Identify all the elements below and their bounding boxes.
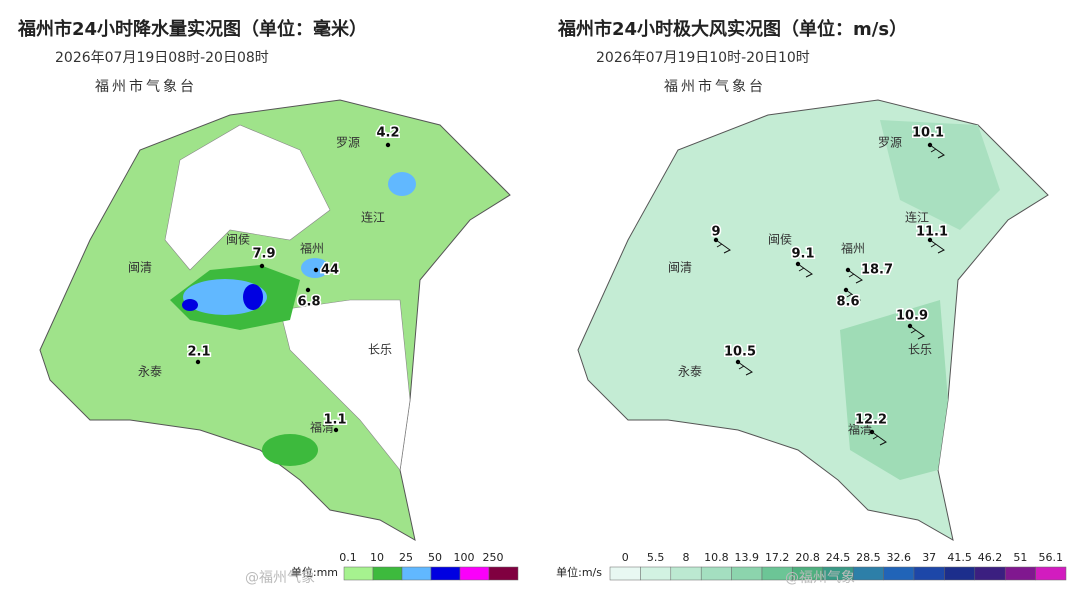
station-value: 6.8 bbox=[297, 295, 320, 310]
wind-barb bbox=[847, 269, 863, 284]
place-name: 长乐 bbox=[368, 343, 392, 357]
place-name: 永泰 bbox=[678, 365, 702, 379]
legend-swatch bbox=[488, 566, 519, 581]
legend-swatch bbox=[883, 566, 915, 581]
wind-barb bbox=[715, 239, 731, 254]
legend-tick: 10.8 bbox=[704, 551, 729, 564]
place-name: 闽侯 bbox=[768, 233, 792, 247]
legend-tick: 17.2 bbox=[765, 551, 790, 564]
place-name: 闽侯 bbox=[226, 233, 250, 247]
wind-barb bbox=[845, 289, 861, 304]
station-value: 2.1 bbox=[187, 345, 210, 360]
wind-barb bbox=[929, 144, 945, 159]
station-value: 9 bbox=[711, 225, 720, 240]
watermark: @福州气象 bbox=[245, 570, 315, 586]
legend-tick: 250 bbox=[483, 551, 504, 564]
station-dot bbox=[305, 287, 311, 293]
station-value: 10.9 bbox=[896, 309, 928, 324]
legend-tick: 32.6 bbox=[887, 551, 912, 564]
time-range: 2026年07月19日10时-20日10时 bbox=[596, 50, 810, 66]
map-title: 福州市24小时降水量实况图（单位：毫米） bbox=[17, 18, 367, 40]
legend-tick: 5.5 bbox=[647, 551, 665, 564]
wind-barb bbox=[737, 361, 753, 376]
legend-swatch bbox=[343, 566, 374, 581]
place-name: 连江 bbox=[905, 210, 929, 225]
map-title: 福州市24小时极大风实况图（单位：m/s） bbox=[557, 18, 907, 40]
legend-swatch bbox=[913, 566, 945, 581]
legend-swatch bbox=[1035, 566, 1067, 581]
legend-swatch bbox=[731, 566, 763, 581]
legend-swatch bbox=[430, 566, 461, 581]
left-map bbox=[39, 99, 511, 541]
place-name: 永泰 bbox=[138, 365, 162, 379]
place-name: 罗源 bbox=[878, 136, 902, 150]
station-dot bbox=[385, 142, 391, 148]
legend-swatch bbox=[401, 566, 432, 581]
station-dot bbox=[195, 359, 201, 365]
place-name: 连江 bbox=[361, 210, 385, 225]
legend-swatch bbox=[944, 566, 976, 581]
legend-unit: 单位:mm bbox=[291, 565, 338, 579]
station-value: 8.6 bbox=[836, 295, 859, 310]
wind-barb bbox=[797, 263, 813, 278]
place-name: 闽清 bbox=[668, 261, 692, 275]
right-map bbox=[577, 99, 1049, 541]
legend-tick: 46.2 bbox=[978, 551, 1003, 564]
station-dot bbox=[259, 263, 265, 269]
station-value: 9.1 bbox=[791, 247, 814, 262]
legend-tick: 13.9 bbox=[735, 551, 760, 564]
legend-tick: 0 bbox=[622, 551, 629, 564]
legend-tick: 20.8 bbox=[795, 551, 820, 564]
legend-swatch bbox=[1004, 566, 1036, 581]
legend-tick: 25 bbox=[399, 551, 413, 564]
legend-tick: 10 bbox=[370, 551, 384, 564]
legend-tick: 8 bbox=[683, 551, 690, 564]
legend-swatch bbox=[670, 566, 702, 581]
station-value: 12.2 bbox=[855, 413, 887, 428]
station-value: 4.2 bbox=[376, 126, 399, 141]
wind-barb bbox=[871, 431, 887, 446]
station-value: 44 bbox=[321, 263, 339, 278]
legend-tick: 56.1 bbox=[1039, 551, 1064, 564]
station-value: 7.9 bbox=[252, 247, 275, 262]
wind-barb bbox=[909, 325, 925, 340]
legend-swatch bbox=[372, 566, 403, 581]
time-range: 2026年07月19日08时-20日08时 bbox=[55, 50, 269, 66]
place-name: 福州 bbox=[841, 241, 865, 256]
legend-tick: 24.5 bbox=[826, 551, 851, 564]
legend-unit: 单位:m/s bbox=[556, 565, 602, 579]
legend-swatch bbox=[852, 566, 884, 581]
watermark: @福州气象 bbox=[785, 570, 855, 586]
legend-tick: 28.5 bbox=[856, 551, 881, 564]
wind-barb bbox=[929, 239, 945, 254]
place-name: 长乐 bbox=[908, 343, 932, 357]
legend-swatch bbox=[700, 566, 732, 581]
place-name: 福清 bbox=[310, 420, 334, 435]
station-dot bbox=[313, 267, 319, 273]
legend-tick: 0.1 bbox=[339, 551, 357, 564]
legend-tick: 41.5 bbox=[947, 551, 972, 564]
agency: 福州市气象台 bbox=[95, 78, 197, 95]
station-dot bbox=[333, 427, 339, 433]
legend-tick: 50 bbox=[428, 551, 442, 564]
station-value: 10.1 bbox=[912, 126, 944, 141]
agency: 福州市气象台 bbox=[664, 78, 766, 95]
place-name: 福清 bbox=[848, 422, 872, 437]
station-value: 18.7 bbox=[861, 263, 893, 278]
station-value: 1.1 bbox=[323, 413, 346, 428]
place-name: 闽清 bbox=[128, 261, 152, 275]
legend-tick: 37 bbox=[922, 551, 936, 564]
legend-tick: 51 bbox=[1013, 551, 1027, 564]
legend-swatch bbox=[640, 566, 672, 581]
place-name: 罗源 bbox=[336, 136, 360, 150]
legend-swatch bbox=[459, 566, 490, 581]
legend-tick: 100 bbox=[454, 551, 475, 564]
legend-swatch bbox=[609, 566, 641, 581]
legend-swatch bbox=[974, 566, 1006, 581]
station-value: 10.5 bbox=[724, 345, 756, 360]
station-value: 11.1 bbox=[916, 225, 948, 240]
place-name: 福州 bbox=[300, 241, 324, 256]
